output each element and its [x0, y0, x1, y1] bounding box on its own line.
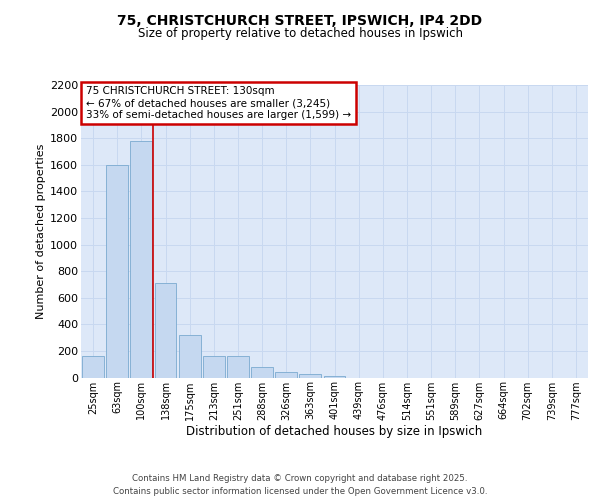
- Text: 75, CHRISTCHURCH STREET, IPSWICH, IP4 2DD: 75, CHRISTCHURCH STREET, IPSWICH, IP4 2D…: [118, 14, 482, 28]
- Bar: [179, 335, 200, 378]
- Bar: [227, 356, 249, 378]
- X-axis label: Distribution of detached houses by size in Ipswich: Distribution of detached houses by size …: [187, 426, 482, 438]
- Bar: [323, 376, 346, 378]
- Bar: [106, 165, 128, 378]
- Bar: [130, 141, 152, 378]
- Text: 75 CHRISTCHURCH STREET: 130sqm
← 67% of detached houses are smaller (3,245)
33% : 75 CHRISTCHURCH STREET: 130sqm ← 67% of …: [86, 86, 351, 120]
- Bar: [203, 356, 224, 378]
- Y-axis label: Number of detached properties: Number of detached properties: [36, 144, 46, 319]
- Bar: [155, 283, 176, 378]
- Text: Size of property relative to detached houses in Ipswich: Size of property relative to detached ho…: [137, 28, 463, 40]
- Bar: [275, 372, 297, 378]
- Bar: [299, 374, 321, 378]
- Bar: [251, 367, 273, 378]
- Text: Contains HM Land Registry data © Crown copyright and database right 2025.
Contai: Contains HM Land Registry data © Crown c…: [113, 474, 487, 496]
- Bar: [82, 356, 104, 378]
